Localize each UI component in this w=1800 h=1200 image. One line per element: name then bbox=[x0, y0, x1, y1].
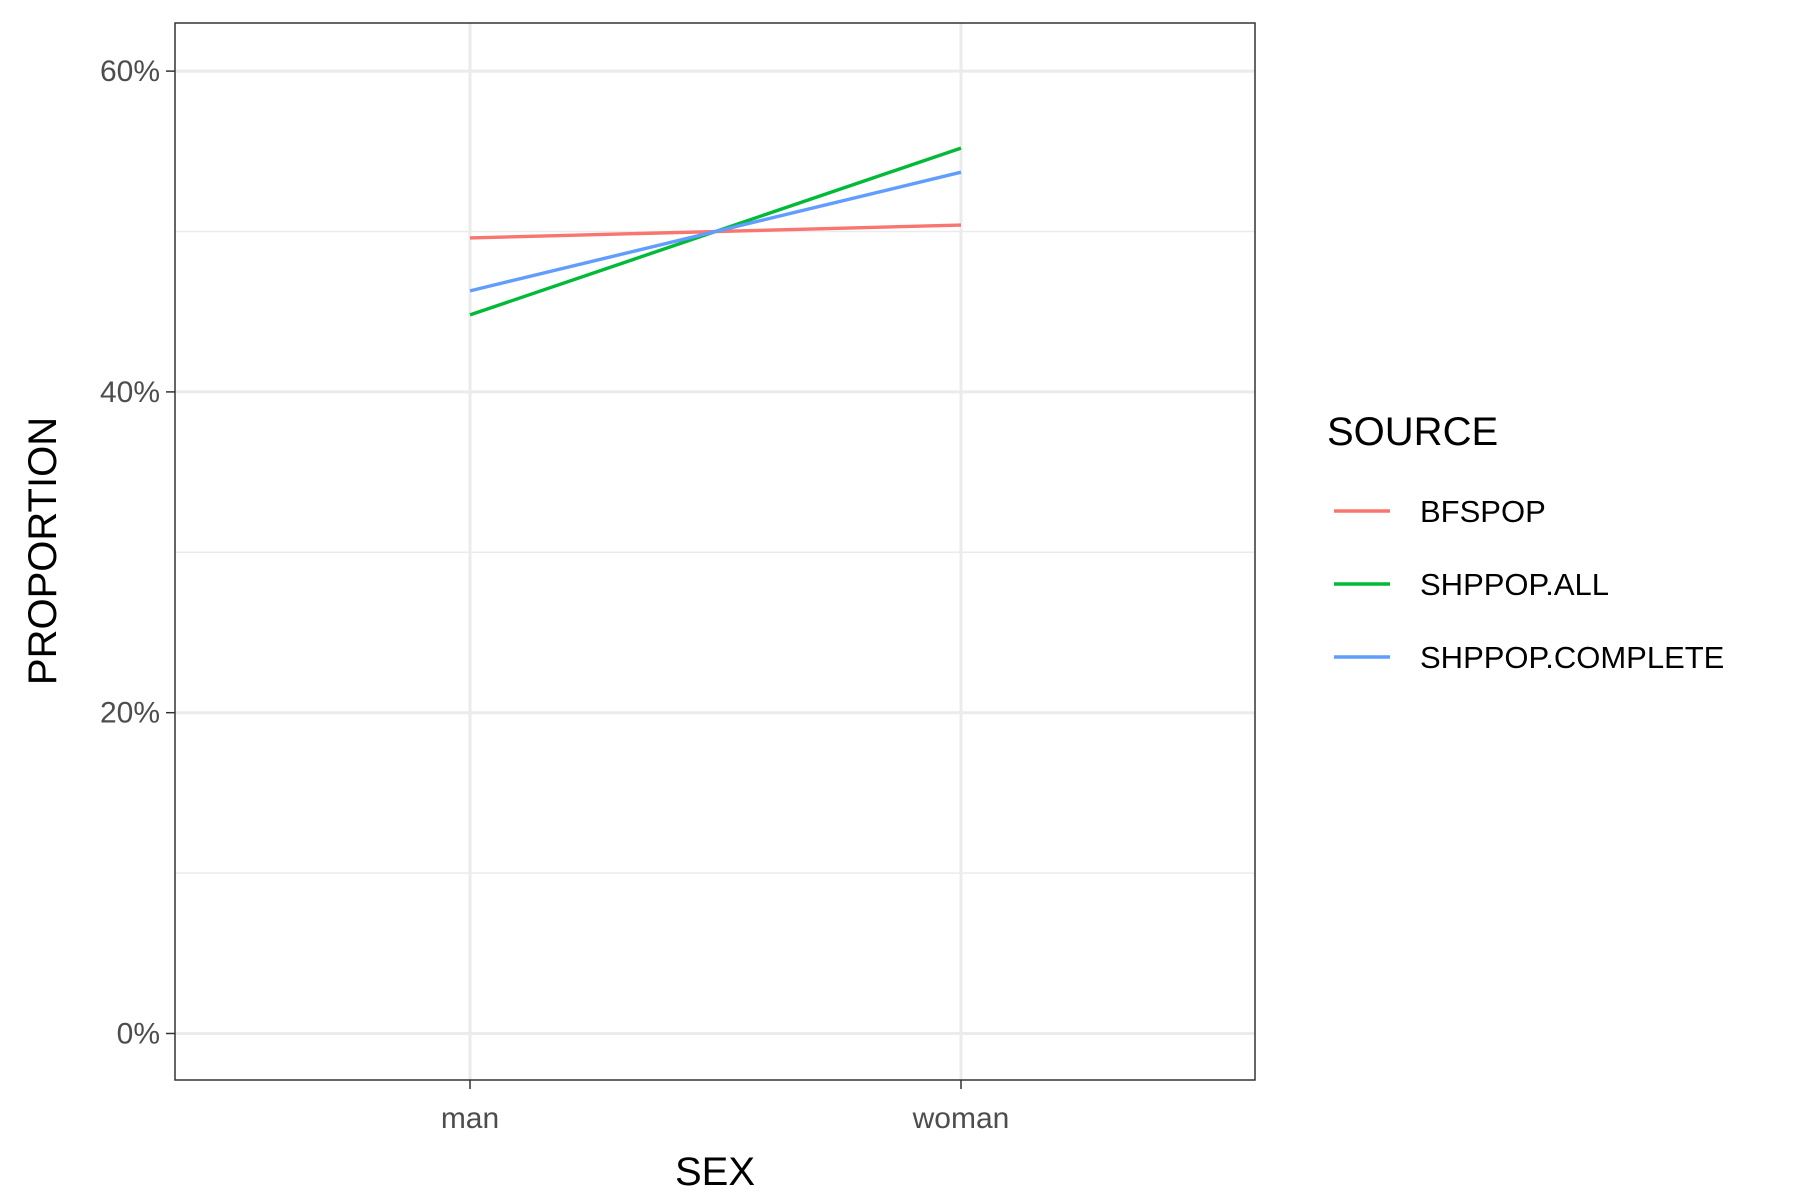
x-tick-label: man bbox=[441, 1102, 499, 1135]
x-axis: man woman bbox=[441, 1080, 1010, 1135]
series-line-shppop-complete bbox=[469, 170, 962, 293]
y-tick-label: 40% bbox=[100, 376, 160, 409]
y-axis-title: PROPORTION bbox=[21, 417, 65, 685]
y-tick-label: 60% bbox=[100, 55, 160, 88]
y-tick-label: 20% bbox=[100, 697, 160, 730]
y-axis: 0% 20% 40% 60% bbox=[100, 55, 175, 1050]
x-axis-title: SEX bbox=[675, 1150, 755, 1194]
legend-label: SHPPOP.ALL bbox=[1420, 567, 1609, 602]
y-tick-label: 0% bbox=[117, 1017, 160, 1050]
legend-items: BFSPOP SHPPOP.ALL SHPPOP.COMPLETE bbox=[1334, 494, 1724, 675]
major-gridlines bbox=[175, 23, 1255, 1080]
legend-label: BFSPOP bbox=[1420, 494, 1546, 529]
legend-label: SHPPOP.COMPLETE bbox=[1420, 640, 1724, 675]
plot-panel-border bbox=[174, 22, 1256, 1081]
series-lines bbox=[469, 146, 962, 317]
x-tick-label: woman bbox=[912, 1102, 1010, 1135]
legend-title: SOURCE bbox=[1327, 410, 1498, 454]
legend: SOURCE BFSPOP SHPPOP.ALL SHPPOP.COMPLETE bbox=[1327, 410, 1724, 675]
